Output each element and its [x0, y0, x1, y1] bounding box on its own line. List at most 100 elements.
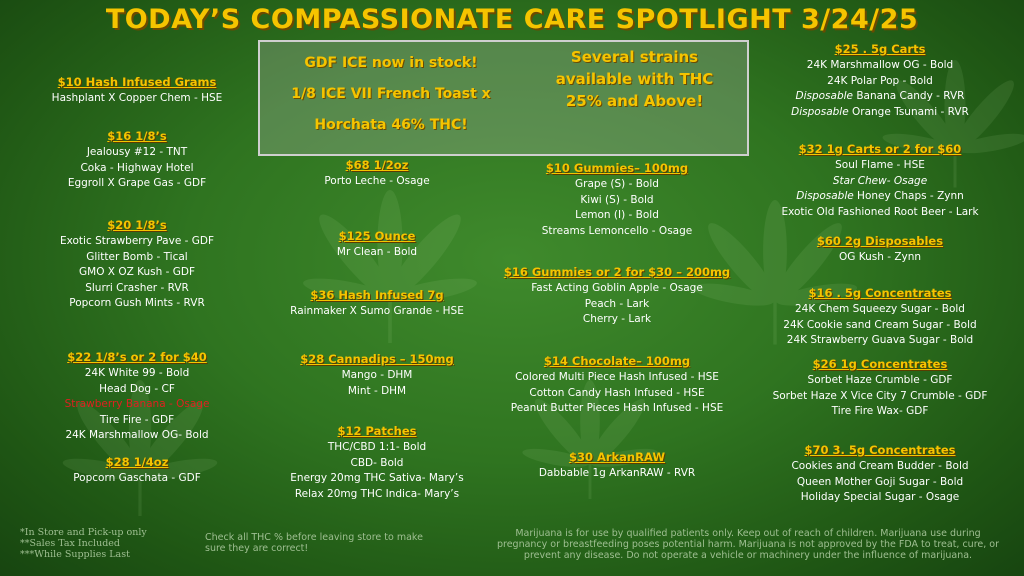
menu-item: Queen Mother Goji Sugar - Bold — [740, 475, 1020, 491]
section-heading: $28 1/4oz — [105, 455, 169, 469]
menu-item: Rainmaker X Sumo Grande - HSE — [257, 304, 497, 320]
menu-item: 24K Cookie sand Cream Sugar - Bold — [740, 318, 1020, 334]
menu-item: Lemon (I) - Bold — [492, 208, 742, 224]
menu-item: 24K Strawberry Guava Sugar - Bold — [740, 333, 1020, 349]
menu-item: Glitter Bomb - Tical — [7, 250, 267, 266]
menu-section: $30 ArkanRAW Dabbable 1g ArkanRAW - RVR — [492, 449, 742, 482]
menu-item: Head Dog - CF — [7, 382, 267, 398]
item-text: Dabbable 1g ArkanRAW - RVR — [538, 467, 696, 479]
item-text: Porto Leche - Osage — [324, 175, 430, 187]
item-text: Streams Lemoncello - Osage — [541, 224, 693, 237]
section-heading: $20 1/8’s — [107, 218, 167, 232]
item-text: Strawberry Banana - Osage — [64, 398, 210, 410]
section-heading: $26 1g Concentrates — [812, 357, 948, 371]
banner-left-line: 1/8 ICE VII French Toast x — [291, 86, 491, 102]
menu-item: Holiday Special Sugar - Osage — [740, 490, 1020, 506]
menu-item: Mint - DHM — [257, 384, 497, 400]
item-text: Slurri Crasher - RVR — [85, 281, 189, 294]
menu-item: Tire Fire - GDF — [7, 413, 267, 429]
menu-item: Exotic Strawberry Pave - GDF — [7, 234, 267, 250]
item-text: Relax 20mg THC Indica- Mary’s — [294, 487, 460, 500]
banner-right: Several strains available with THC 25% a… — [522, 46, 747, 112]
item-text: 24K Marshmallow OG- Bold — [65, 429, 209, 441]
menu-section: $22 1/8’s or 2 for $40 24K White 99 - Bol… — [7, 349, 267, 444]
banner-right-line: 25% and Above! — [565, 92, 704, 110]
item-text: OG Kush - Zynn — [838, 251, 922, 263]
footer-note: *In Store and Pick-up only — [20, 527, 147, 538]
menu-item: Dabbable 1g ArkanRAW - RVR — [492, 466, 742, 482]
menu-item: Slurri Crasher - RVR — [7, 281, 267, 297]
item-text: Head Dog - CF — [99, 382, 175, 395]
footer-note: **Sales Tax Included — [20, 538, 121, 549]
menu-item: Mr Clean - Bold — [257, 245, 497, 261]
menu-item: Disposable Orange Tsunami - RVR — [740, 105, 1020, 121]
section-heading: $16 Gummies or 2 for $30 – 200mg — [503, 265, 731, 279]
item-text: Grape (S) - Bold — [575, 178, 659, 190]
item-text: Colored Multi Piece Hash Infused - HSE — [515, 371, 719, 383]
item-text: Rainmaker X Sumo Grande - HSE — [290, 305, 464, 317]
menu-item: Eggroll X Grape Gas - GDF — [7, 176, 267, 192]
item-text: 24K Polar Pop - Bold — [827, 74, 933, 87]
menu-item: Jealousy #12 - TNT — [7, 145, 267, 161]
menu-item: Peanut Butter Pieces Hash Infused - HSE — [492, 401, 742, 417]
menu-item: Energy 20mg THC Sativa- Mary’s — [257, 471, 497, 487]
item-text: Mango - DHM — [341, 369, 413, 381]
cannabis-leaf-icon — [62, 380, 218, 516]
item-text: Jealousy #12 - TNT — [86, 146, 188, 158]
section-heading: $32 1g Carts or 2 for $60 — [798, 142, 962, 156]
item-text: Sorbet Haze X Vice City 7 Crumble - GDF — [772, 389, 988, 402]
menu-section: $20 1/8’s Exotic Strawberry Pave - GDF Gli… — [7, 217, 267, 312]
item-prefix: Disposable — [795, 90, 854, 102]
item-text: CBD- Bold — [350, 456, 404, 469]
disclaimer-line: prevent any disease. Do not operate a ve… — [523, 550, 973, 561]
item-text: Tire Fire Wax- GDF — [831, 405, 929, 417]
section-heading: $28 Cannadips – 150mg — [300, 352, 454, 366]
section-heading: $22 1/8’s or 2 for $40 — [67, 350, 207, 364]
item-text: Cherry - Lark — [582, 313, 652, 325]
menu-section: $14 Chocolate– 100mg Colored Multi Piece … — [492, 353, 742, 417]
item-text: Sorbet Haze Crumble - GDF — [807, 374, 953, 386]
page-title: TODAY’S COMPASSIONATE CARE SPOTLIGHT 3/2… — [105, 4, 919, 35]
section-heading: $14 Chocolate– 100mg — [543, 354, 691, 368]
section-heading: $68 1/2oz — [345, 158, 409, 172]
section-heading: $10 Gummies– 100mg — [545, 161, 689, 175]
menu-item: Exotic Old Fashioned Root Beer - Lark — [740, 205, 1020, 221]
menu-item: Porto Leche - Osage — [257, 174, 497, 190]
menu-item: Grape (S) - Bold — [492, 177, 742, 193]
item-text: 24K Marshmallow OG - Bold — [806, 59, 954, 71]
footer-middle-line: sure they are correct! — [205, 543, 309, 554]
menu-section: $28 Cannadips – 150mg Mango - DHM Mint - D… — [257, 351, 497, 399]
menu-section: $16 1/8’s Jealousy #12 - TNT Coka - Highwa… — [7, 128, 267, 192]
menu-section: $68 1/2oz Porto Leche - Osage — [257, 157, 497, 190]
item-text: Mint - DHM — [347, 384, 407, 397]
section-heading: $16 1/8’s — [107, 129, 167, 143]
banner-right-line: available with THC — [555, 70, 714, 88]
cannabis-leaf-icon — [303, 190, 477, 343]
item-text: THC/CBD 1:1- Bold — [327, 441, 427, 453]
item-text: Banana Candy - RVR — [853, 90, 965, 102]
footer-check-thc: Check all THC % before leaving store to … — [205, 532, 423, 554]
menu-item: Popcorn Gush Mints - RVR — [7, 296, 267, 312]
cannabis-leaf-icon — [522, 380, 658, 499]
menu-item: Sorbet Haze Crumble - GDF — [740, 373, 1020, 389]
menu-item: Relax 20mg THC Indica- Mary’s — [257, 487, 497, 503]
menu-item: Star Chew- Osage — [740, 174, 1020, 190]
footer-middle-line: Check all THC % before leaving store to … — [205, 532, 423, 543]
menu-item: Kiwi (S) - Bold — [492, 193, 742, 209]
item-text: Peach - Lark — [584, 297, 650, 310]
item-text: Exotic Strawberry Pave - GDF — [59, 235, 215, 247]
item-text: Coka - Highway Hotel — [80, 161, 194, 174]
menu-item: 24K Chem Squeezy Sugar - Bold — [740, 302, 1020, 318]
item-text: Mr Clean - Bold — [336, 246, 418, 258]
item-text: Tire Fire - GDF — [99, 413, 175, 426]
banner-left-line: GDF ICE now in stock! — [304, 55, 478, 71]
section-heading: $70 3. 5g Concentrates — [804, 443, 956, 457]
item-text: Soul Flame - HSE — [835, 159, 925, 171]
section-heading: $60 2g Disposables — [816, 234, 944, 248]
menu-section: $28 1/4oz Popcorn Gaschata - GDF — [7, 454, 267, 487]
menu-item: Cherry - Lark — [492, 312, 742, 328]
menu-item: Hashplant X Copper Chem - HSE — [7, 91, 267, 107]
menu-item: 24K Marshmallow OG - Bold — [740, 58, 1020, 74]
menu-item: 24K Polar Pop - Bold — [740, 74, 1020, 90]
item-text: Popcorn Gaschata - GDF — [73, 472, 201, 484]
